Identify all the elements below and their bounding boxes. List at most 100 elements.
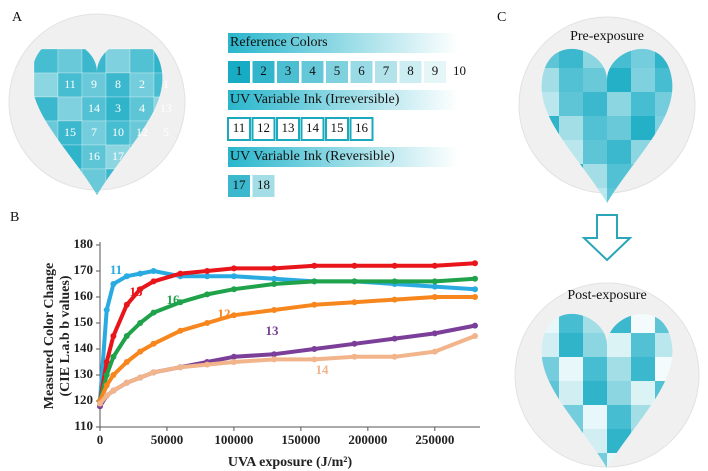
panel-label: A	[12, 10, 23, 25]
point	[204, 320, 211, 326]
heart-tile	[559, 333, 583, 357]
heart-tile	[559, 68, 583, 92]
swatch	[448, 61, 471, 83]
point	[137, 286, 144, 293]
swatch-label: 6	[358, 63, 365, 78]
heart-tile	[559, 313, 583, 333]
heart-cell-label: 3	[115, 101, 121, 115]
group-title: Reference Colors	[230, 35, 328, 50]
swatch	[251, 117, 276, 141]
swatch	[326, 61, 348, 83]
heart-tile	[631, 48, 655, 68]
point	[271, 275, 278, 282]
swatch-label: 17	[233, 177, 247, 192]
group-title: UV Variable Ink (Irreversible)	[230, 92, 400, 107]
point	[110, 387, 117, 394]
heart-tile	[583, 357, 607, 381]
heart-tile	[105, 72, 131, 98]
point	[103, 372, 110, 378]
swatch-label: 14	[306, 120, 320, 135]
post-label: Post-exposure	[567, 288, 646, 303]
heart-tile	[105, 120, 131, 146]
point	[431, 283, 438, 290]
heart-tile	[559, 48, 583, 68]
swatch-label: 13	[282, 120, 295, 135]
heart-tile	[583, 116, 607, 140]
y-tick-label: 110	[74, 418, 93, 433]
series-line	[98, 334, 476, 405]
point	[271, 356, 278, 363]
point	[351, 278, 358, 285]
heart-tile	[583, 333, 607, 357]
swatch	[375, 61, 397, 83]
series-label: 12	[218, 306, 231, 321]
x-tick-label: 200000	[348, 432, 387, 447]
panel-label: B	[10, 210, 19, 225]
swatch	[399, 61, 422, 83]
arrow	[581, 214, 633, 262]
swatch-label: 9	[432, 63, 439, 78]
x-tick-label: 250000	[415, 432, 454, 447]
heart-tile	[607, 140, 631, 164]
heart-tile	[129, 96, 155, 122]
swatch-label: 4	[309, 63, 316, 78]
heart-tile	[33, 72, 59, 98]
series-label: 15	[130, 284, 144, 299]
x-tick-label: 150000	[281, 432, 320, 447]
heart-cell-label: 8	[115, 77, 121, 91]
heart-tile	[81, 96, 107, 122]
point	[137, 348, 144, 355]
heart-tile	[153, 48, 163, 74]
heart-tile	[655, 333, 673, 357]
heart-tile	[559, 116, 583, 140]
point	[230, 286, 237, 293]
group-title: UV Variable Ink (Reversible)	[230, 149, 395, 164]
point	[311, 301, 318, 308]
point	[472, 333, 478, 339]
point	[230, 353, 237, 360]
point	[431, 278, 438, 285]
heart-tile	[559, 92, 583, 116]
heart-cell-label: 1	[163, 77, 169, 91]
heart-tile	[541, 68, 559, 92]
heart-cell-label: 10	[112, 125, 124, 139]
heart-tile	[153, 168, 163, 194]
heart-cell-label: 9	[91, 77, 97, 91]
heart-cell-label: 13	[160, 101, 172, 115]
point	[472, 322, 478, 329]
point	[351, 262, 358, 269]
y-axis-title: (CIE L.a.b b values)	[58, 275, 73, 396]
heart-cell-label: 4	[139, 101, 145, 115]
point	[123, 359, 130, 365]
swatch	[350, 61, 373, 83]
point	[97, 400, 103, 407]
swatch-label: 18	[257, 177, 270, 192]
heart-cell-label: 11	[64, 77, 76, 91]
heart-cell-label: 15	[64, 125, 76, 139]
swatch	[252, 61, 275, 83]
heart-tile	[57, 192, 83, 195]
swatch-label: 3	[285, 63, 292, 78]
point	[204, 361, 211, 368]
x-tick-label: 0	[97, 432, 104, 447]
y-tick-label: 170	[74, 262, 94, 277]
point	[230, 273, 237, 280]
point	[391, 296, 398, 303]
point	[351, 299, 358, 306]
point	[391, 335, 398, 342]
point	[311, 262, 318, 269]
point	[391, 262, 398, 269]
point	[472, 294, 478, 300]
chart: 110 120 130 140 150 160 170 180 0 50000 100000 1500…	[42, 236, 480, 470]
point	[110, 353, 117, 360]
point	[391, 353, 398, 360]
swatch	[228, 175, 250, 197]
swatch	[276, 117, 300, 141]
heart-tile	[57, 72, 83, 98]
heart-cell-label: 17	[112, 149, 124, 163]
heart-cell-label: 7	[91, 125, 97, 139]
point	[271, 351, 278, 358]
point	[230, 312, 237, 319]
heart-tile	[583, 381, 607, 405]
point	[123, 379, 130, 386]
